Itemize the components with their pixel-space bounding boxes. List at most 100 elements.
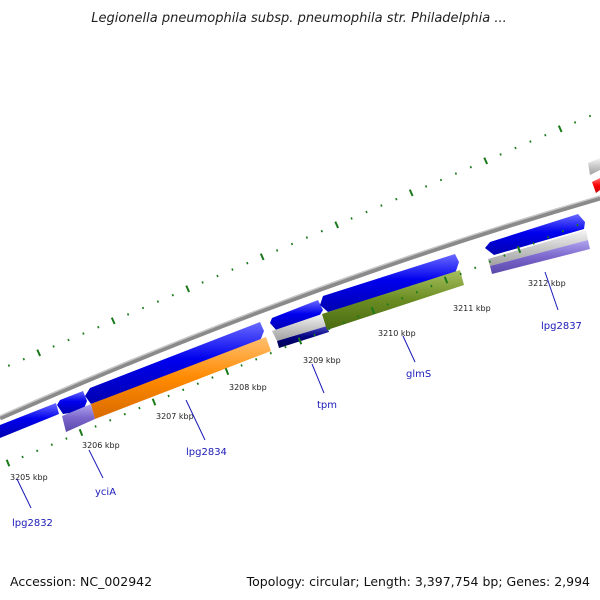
kbp-label: 3208 kbp bbox=[229, 383, 267, 392]
cds-glmS[interactable] bbox=[320, 254, 459, 312]
minor-tick bbox=[469, 165, 472, 169]
minor-tick bbox=[269, 351, 272, 355]
minor-tick bbox=[514, 146, 517, 150]
minor-tick bbox=[350, 217, 353, 220]
minor-tick bbox=[573, 121, 577, 124]
accession-text: Accession: NC_002942 bbox=[10, 574, 152, 589]
minor-tick bbox=[424, 185, 428, 188]
cds-lpg2837[interactable] bbox=[485, 214, 585, 255]
minor-tick bbox=[284, 345, 287, 349]
minor-tick bbox=[123, 412, 126, 416]
feature-purple-lpg2837[interactable] bbox=[490, 240, 590, 274]
minor-tick bbox=[109, 419, 112, 422]
minor-tick bbox=[357, 315, 360, 318]
cds-yciA[interactable] bbox=[57, 391, 87, 414]
minor-tick bbox=[439, 178, 443, 182]
minor-tick bbox=[547, 236, 550, 239]
minor-tick bbox=[365, 210, 368, 214]
minor-tick bbox=[50, 443, 53, 446]
major-tick bbox=[78, 428, 84, 437]
minor-tick bbox=[182, 388, 185, 392]
kbp-label: 3206 kbp bbox=[82, 441, 120, 450]
minor-tick bbox=[499, 153, 502, 156]
major-tick bbox=[297, 337, 303, 345]
minor-tick bbox=[21, 455, 24, 459]
minor-tick bbox=[459, 272, 462, 276]
minor-tick bbox=[430, 284, 433, 288]
minor-tick bbox=[342, 321, 345, 324]
minor-tick bbox=[561, 229, 564, 233]
kbp-label: 3211 kbp bbox=[453, 304, 491, 313]
minor-tick bbox=[196, 382, 199, 385]
minor-tick bbox=[240, 364, 243, 367]
major-tick bbox=[224, 367, 230, 376]
kbp-label: 3212 kbp bbox=[528, 279, 566, 288]
feature-light-tpm[interactable] bbox=[272, 314, 327, 341]
major-tick bbox=[483, 157, 489, 165]
feature-orange-lpg2834[interactable] bbox=[91, 337, 271, 419]
genome-summary-text: Topology: circular; Length: 3,397,754 bp… bbox=[246, 574, 590, 589]
major-tick bbox=[443, 276, 449, 284]
minor-tick bbox=[36, 449, 39, 453]
major-tick bbox=[151, 398, 157, 406]
minor-tick bbox=[138, 406, 141, 410]
minor-tick bbox=[65, 437, 68, 440]
cds-tpm[interactable] bbox=[270, 300, 323, 331]
gene-label-lpg2832[interactable]: lpg2832 bbox=[12, 518, 53, 529]
minor-tick bbox=[201, 281, 204, 284]
cds-lpg2832[interactable] bbox=[0, 403, 59, 438]
kbp-label: 3209 kbp bbox=[303, 356, 341, 365]
partial-feature-red[interactable] bbox=[592, 178, 600, 193]
feature-olive-glmS[interactable] bbox=[322, 270, 464, 330]
gene-label-lpg2837[interactable]: lpg2837 bbox=[541, 321, 582, 332]
minor-tick bbox=[211, 376, 214, 379]
minor-tick bbox=[529, 140, 532, 143]
minor-tick bbox=[305, 236, 309, 239]
minor-tick bbox=[156, 300, 160, 303]
partial-feature-light[interactable] bbox=[588, 158, 600, 175]
gene-label-tpm[interactable]: tpm bbox=[317, 400, 337, 411]
minor-tick bbox=[97, 325, 100, 329]
gene-label-glmS[interactable]: glmS bbox=[406, 369, 431, 380]
major-tick bbox=[334, 221, 340, 229]
gene-label-yciA[interactable]: yciA bbox=[95, 487, 116, 498]
minor-tick bbox=[171, 293, 174, 297]
minor-tick bbox=[386, 303, 389, 306]
minor-tick bbox=[231, 268, 234, 271]
major-tick bbox=[185, 285, 191, 293]
minor-tick bbox=[167, 394, 170, 398]
minor-tick bbox=[141, 306, 145, 310]
major-tick bbox=[259, 253, 265, 261]
major-tick bbox=[370, 306, 376, 315]
minor-tick bbox=[275, 249, 279, 252]
genome-backbone bbox=[0, 195, 600, 421]
minor-tick bbox=[126, 313, 130, 316]
minor-tick bbox=[401, 297, 404, 300]
minor-tick bbox=[576, 223, 579, 227]
minor-tick bbox=[246, 261, 249, 265]
major-tick bbox=[516, 245, 522, 254]
minor-tick bbox=[503, 254, 506, 257]
gene-leader-lines bbox=[16, 271, 559, 509]
minor-tick bbox=[313, 333, 316, 337]
minor-tick bbox=[67, 338, 70, 342]
minor-tick bbox=[544, 133, 547, 137]
kbp-label: 3210 kbp bbox=[378, 329, 416, 338]
gene-label-lpg2834[interactable]: lpg2834 bbox=[186, 447, 227, 458]
feature-navy-tpm[interactable] bbox=[277, 326, 329, 348]
major-tick bbox=[36, 349, 42, 357]
kbp-label: 3207 kbp bbox=[156, 412, 194, 421]
genome-backbone-highlight bbox=[0, 195, 600, 417]
feature-purple-yciA[interactable] bbox=[62, 404, 95, 432]
kbp-label: 3205 kbp bbox=[10, 473, 48, 482]
minor-tick bbox=[320, 229, 323, 233]
feature-light-lpg2837[interactable] bbox=[488, 230, 588, 266]
cds-lpg2834[interactable] bbox=[85, 322, 264, 404]
minor-tick bbox=[328, 327, 331, 331]
outer-tick-ring bbox=[7, 114, 592, 367]
minor-tick bbox=[395, 197, 398, 201]
minor-tick bbox=[52, 345, 55, 348]
map-title: Legionella pneumophila subsp. pneumophil… bbox=[91, 11, 507, 26]
minor-tick bbox=[22, 357, 25, 361]
